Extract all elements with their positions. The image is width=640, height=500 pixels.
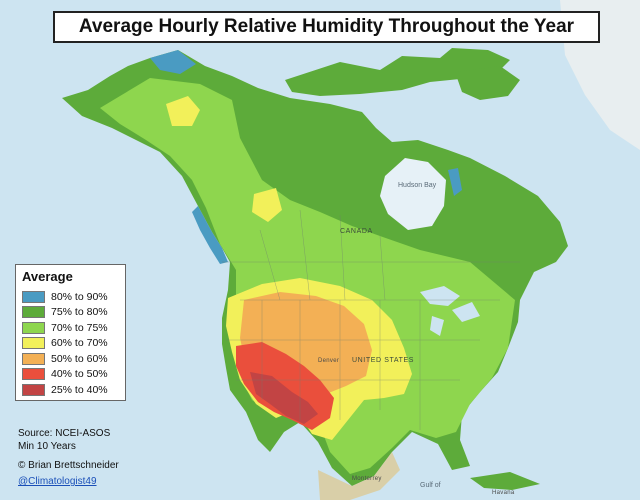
- bc-coast-band: [192, 206, 228, 264]
- legend-item: 75% to 80%: [22, 305, 119, 321]
- zone-60-70-prairie: [252, 188, 282, 222]
- legend: Average 80% to 90% 75% to 80% 70% to 75%…: [15, 264, 126, 401]
- label-gulf-of: Gulf of: [420, 482, 441, 489]
- legend-swatch: [22, 352, 45, 365]
- legend-label: 50% to 60%: [51, 352, 108, 365]
- label-canada: CANADA: [340, 228, 373, 235]
- legend-item: 60% to 70%: [22, 336, 119, 352]
- legend-label: 75% to 80%: [51, 306, 108, 319]
- map-title: Average Hourly Relative Humidity Through…: [78, 16, 575, 37]
- twitter-handle-link[interactable]: @Climatologist49: [18, 476, 97, 487]
- label-united-states: UNITED STATES: [352, 357, 414, 364]
- legend-title: Average: [22, 269, 73, 284]
- labrador-band: [448, 168, 462, 196]
- zone-25-40: [250, 372, 318, 424]
- zone-60-70-alaska: [166, 96, 200, 126]
- legend-item: 70% to 75%: [22, 320, 119, 336]
- coastal-humid-band: [150, 50, 196, 74]
- hudson-bay: [380, 158, 446, 230]
- legend-label: 80% to 90%: [51, 290, 108, 303]
- legend-item: 40% to 50%: [22, 367, 119, 383]
- label-denver: Denver: [318, 358, 340, 364]
- legend-swatch: [22, 290, 45, 303]
- years-text: Min 10 Years: [18, 441, 76, 452]
- legend-item: 25% to 40%: [22, 382, 119, 398]
- source-text: Source: NCEI-ASOS: [18, 428, 111, 439]
- legend-item: 50% to 60%: [22, 351, 119, 367]
- title-box: Average Hourly Relative Humidity Through…: [53, 11, 600, 43]
- cuba: [470, 472, 540, 490]
- credit-text: © Brian Brettschneider: [18, 460, 119, 471]
- legend-label: 70% to 75%: [51, 321, 108, 334]
- borders: [222, 209, 520, 430]
- mexico-south: [318, 452, 400, 500]
- great-lakes: [420, 286, 480, 336]
- legend-swatch: [22, 321, 45, 334]
- label-havana: Havana: [492, 490, 515, 496]
- label-hudson-bay: Hudson Bay: [398, 182, 437, 189]
- legend-swatch: [22, 383, 45, 396]
- legend-label: 40% to 50%: [51, 368, 108, 381]
- legend-item: 80% to 90%: [22, 289, 119, 305]
- legend-label: 25% to 40%: [51, 383, 108, 396]
- arctic-islands: [285, 48, 510, 96]
- legend-swatch: [22, 337, 45, 350]
- arctic-island-east: [455, 66, 520, 100]
- legend-label: 60% to 70%: [51, 337, 108, 350]
- label-monterrey: Monterrey: [352, 476, 382, 482]
- legend-swatch: [22, 306, 45, 319]
- legend-swatch: [22, 368, 45, 381]
